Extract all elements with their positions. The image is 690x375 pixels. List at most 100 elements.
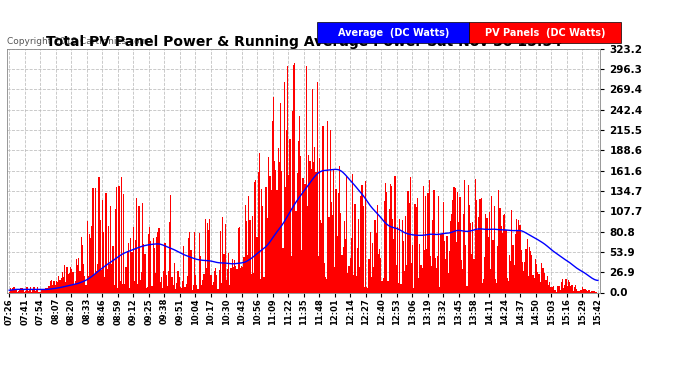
Bar	[342, 247, 344, 292]
Bar	[215, 268, 216, 292]
Bar	[306, 66, 307, 292]
Bar	[324, 262, 325, 292]
Bar	[515, 234, 516, 292]
Bar	[584, 289, 586, 292]
Bar	[370, 232, 371, 292]
Bar	[475, 179, 476, 292]
Bar	[116, 187, 117, 292]
Bar	[265, 188, 266, 292]
Bar	[530, 251, 531, 292]
Bar	[379, 249, 380, 292]
Bar	[466, 286, 468, 292]
Bar	[272, 121, 273, 292]
Bar	[392, 219, 393, 292]
Bar	[404, 271, 405, 292]
Bar	[77, 265, 78, 292]
Bar	[294, 63, 295, 292]
Bar	[471, 254, 472, 292]
Bar	[340, 213, 342, 292]
Bar	[290, 256, 292, 292]
Bar	[405, 216, 406, 292]
Bar	[70, 267, 71, 292]
Bar	[78, 258, 79, 292]
Bar	[192, 290, 193, 292]
Bar	[123, 194, 124, 292]
Bar	[95, 188, 96, 292]
Bar	[56, 281, 57, 292]
Bar	[433, 190, 435, 292]
Bar	[300, 156, 302, 292]
Bar	[250, 274, 252, 292]
Bar	[286, 130, 287, 292]
Bar	[528, 276, 529, 292]
Bar	[455, 188, 456, 292]
Bar	[240, 268, 241, 292]
Bar	[350, 258, 351, 292]
Bar	[248, 196, 249, 292]
Bar	[90, 238, 91, 292]
Bar	[58, 276, 59, 292]
Bar	[400, 284, 402, 292]
Bar	[71, 269, 72, 292]
Bar	[486, 218, 488, 292]
Bar	[297, 141, 299, 292]
Bar	[562, 279, 563, 292]
Bar	[314, 147, 315, 292]
Bar	[136, 198, 137, 292]
Bar	[330, 130, 331, 292]
Bar	[345, 239, 346, 292]
Bar	[518, 220, 520, 292]
Bar	[219, 270, 220, 292]
Bar	[531, 255, 533, 292]
Bar	[375, 232, 377, 292]
Bar	[112, 246, 114, 292]
Bar	[130, 238, 131, 292]
Bar	[506, 278, 508, 292]
Bar	[307, 206, 308, 292]
Bar	[555, 290, 556, 292]
Bar	[154, 248, 155, 292]
Bar	[413, 288, 415, 292]
Bar	[365, 181, 366, 292]
Bar	[29, 290, 30, 292]
Bar	[52, 285, 54, 292]
Bar	[368, 259, 370, 292]
Bar	[543, 268, 544, 292]
Bar	[277, 148, 279, 292]
Bar	[408, 203, 410, 292]
Bar	[521, 250, 522, 292]
Bar	[63, 278, 64, 292]
Bar	[580, 291, 581, 292]
Bar	[332, 215, 333, 292]
Bar	[293, 64, 294, 292]
Title: Total PV Panel Power & Running Average Power Sat Nov 30 15:54: Total PV Panel Power & Running Average P…	[46, 35, 562, 49]
Bar	[99, 220, 101, 292]
Bar	[410, 177, 411, 292]
Bar	[242, 267, 244, 292]
Bar	[239, 226, 240, 292]
Bar	[217, 290, 219, 292]
Bar	[50, 281, 51, 292]
Bar	[417, 198, 418, 292]
Bar	[82, 245, 83, 292]
Bar	[428, 180, 430, 292]
Bar	[553, 290, 555, 292]
Bar	[106, 268, 108, 292]
Bar	[194, 232, 195, 292]
Bar	[593, 291, 594, 292]
Bar	[346, 176, 347, 292]
Bar	[526, 239, 528, 292]
Bar	[122, 284, 123, 292]
Bar	[563, 288, 564, 292]
Bar	[288, 175, 289, 292]
Bar	[347, 273, 348, 292]
Bar	[586, 291, 588, 292]
Bar	[18, 291, 19, 292]
Bar	[510, 261, 511, 292]
Bar	[533, 278, 535, 292]
Bar	[319, 158, 320, 292]
Bar	[386, 192, 387, 292]
Bar	[155, 273, 156, 292]
Bar	[550, 287, 551, 292]
Bar	[351, 238, 352, 292]
